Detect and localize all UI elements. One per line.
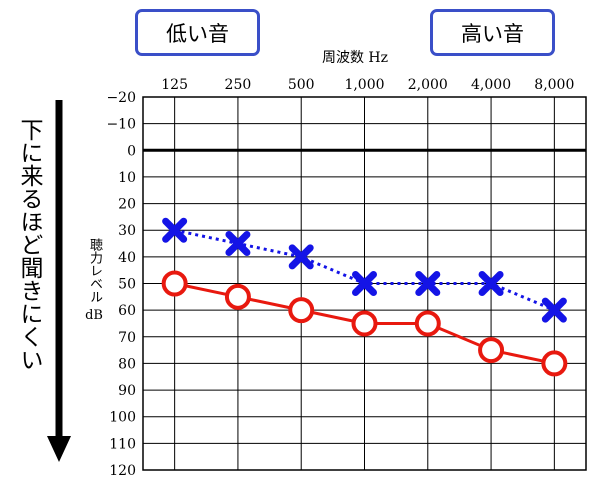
y-tick-label-2: 0	[127, 143, 136, 159]
y-tick-label-9: 70	[118, 330, 136, 346]
y-tick-label-14: 120	[109, 463, 136, 479]
y-tick-label-12: 100	[109, 410, 136, 426]
series-1-point-3	[351, 310, 378, 337]
down-arrow	[47, 100, 71, 462]
series-0-point-2	[288, 244, 314, 270]
series-1-point-1	[224, 283, 251, 310]
harder-to-hear-label: 下に来るほど聞きにくい	[16, 118, 42, 371]
series-0-point-0	[162, 217, 188, 243]
y-tick-label-11: 90	[118, 383, 136, 399]
low-sound-badge: 低い音	[135, 9, 260, 56]
series-0-point-5	[478, 271, 504, 296]
series-0-point-3	[352, 271, 377, 296]
x-tick-label-4: 2,000	[408, 77, 448, 93]
x-tick-label-5: 4,000	[471, 77, 511, 93]
series-0-point-1	[225, 231, 251, 257]
series-0-point-6	[541, 297, 567, 323]
x-tick-label-1: 250	[225, 77, 252, 93]
series-1-point-4	[414, 310, 441, 337]
series-1-point-6	[541, 350, 568, 377]
series-1-point-5	[478, 337, 505, 364]
chart-series	[161, 217, 568, 377]
x-tick-label-0: 125	[161, 77, 188, 93]
y-axis-label-unit: dB	[85, 308, 103, 323]
y-axis-label-title: 聴力レベル	[87, 238, 102, 303]
y-tick-label-1: −10	[106, 117, 136, 133]
x-axis-label: 周波数 Hz	[322, 50, 388, 66]
y-tick-label-13: 110	[109, 436, 136, 452]
y-tick-label-6: 40	[118, 250, 136, 266]
y-tick-label-0: −20	[106, 90, 136, 106]
y-tick-label-3: 10	[118, 170, 136, 186]
x-tick-label-6: 8,000	[534, 77, 574, 93]
y-axis-label: 聴力レベル dB	[84, 238, 104, 324]
x-tick-label-3: 1,000	[344, 77, 384, 93]
y-tick-label-4: 20	[118, 197, 136, 213]
x-tick-labels: 125 250 500 1,000 2,000 4,000 8,000	[161, 77, 574, 93]
high-sound-badge: 高い音	[430, 9, 555, 56]
series-1-point-0	[161, 270, 188, 297]
series-0-point-4	[415, 271, 441, 296]
y-tick-label-5: 30	[118, 223, 136, 239]
y-tick-labels: −20 −10 0 10 20 30 40 50 60 70 80 90 100 110 120	[106, 90, 136, 479]
y-tick-label-10: 80	[118, 356, 136, 372]
x-tick-label-2: 500	[288, 77, 315, 93]
series-1-point-2	[288, 297, 315, 324]
arrow-head	[47, 436, 71, 462]
y-tick-label-7: 50	[118, 277, 136, 293]
y-tick-label-8: 60	[118, 303, 136, 319]
